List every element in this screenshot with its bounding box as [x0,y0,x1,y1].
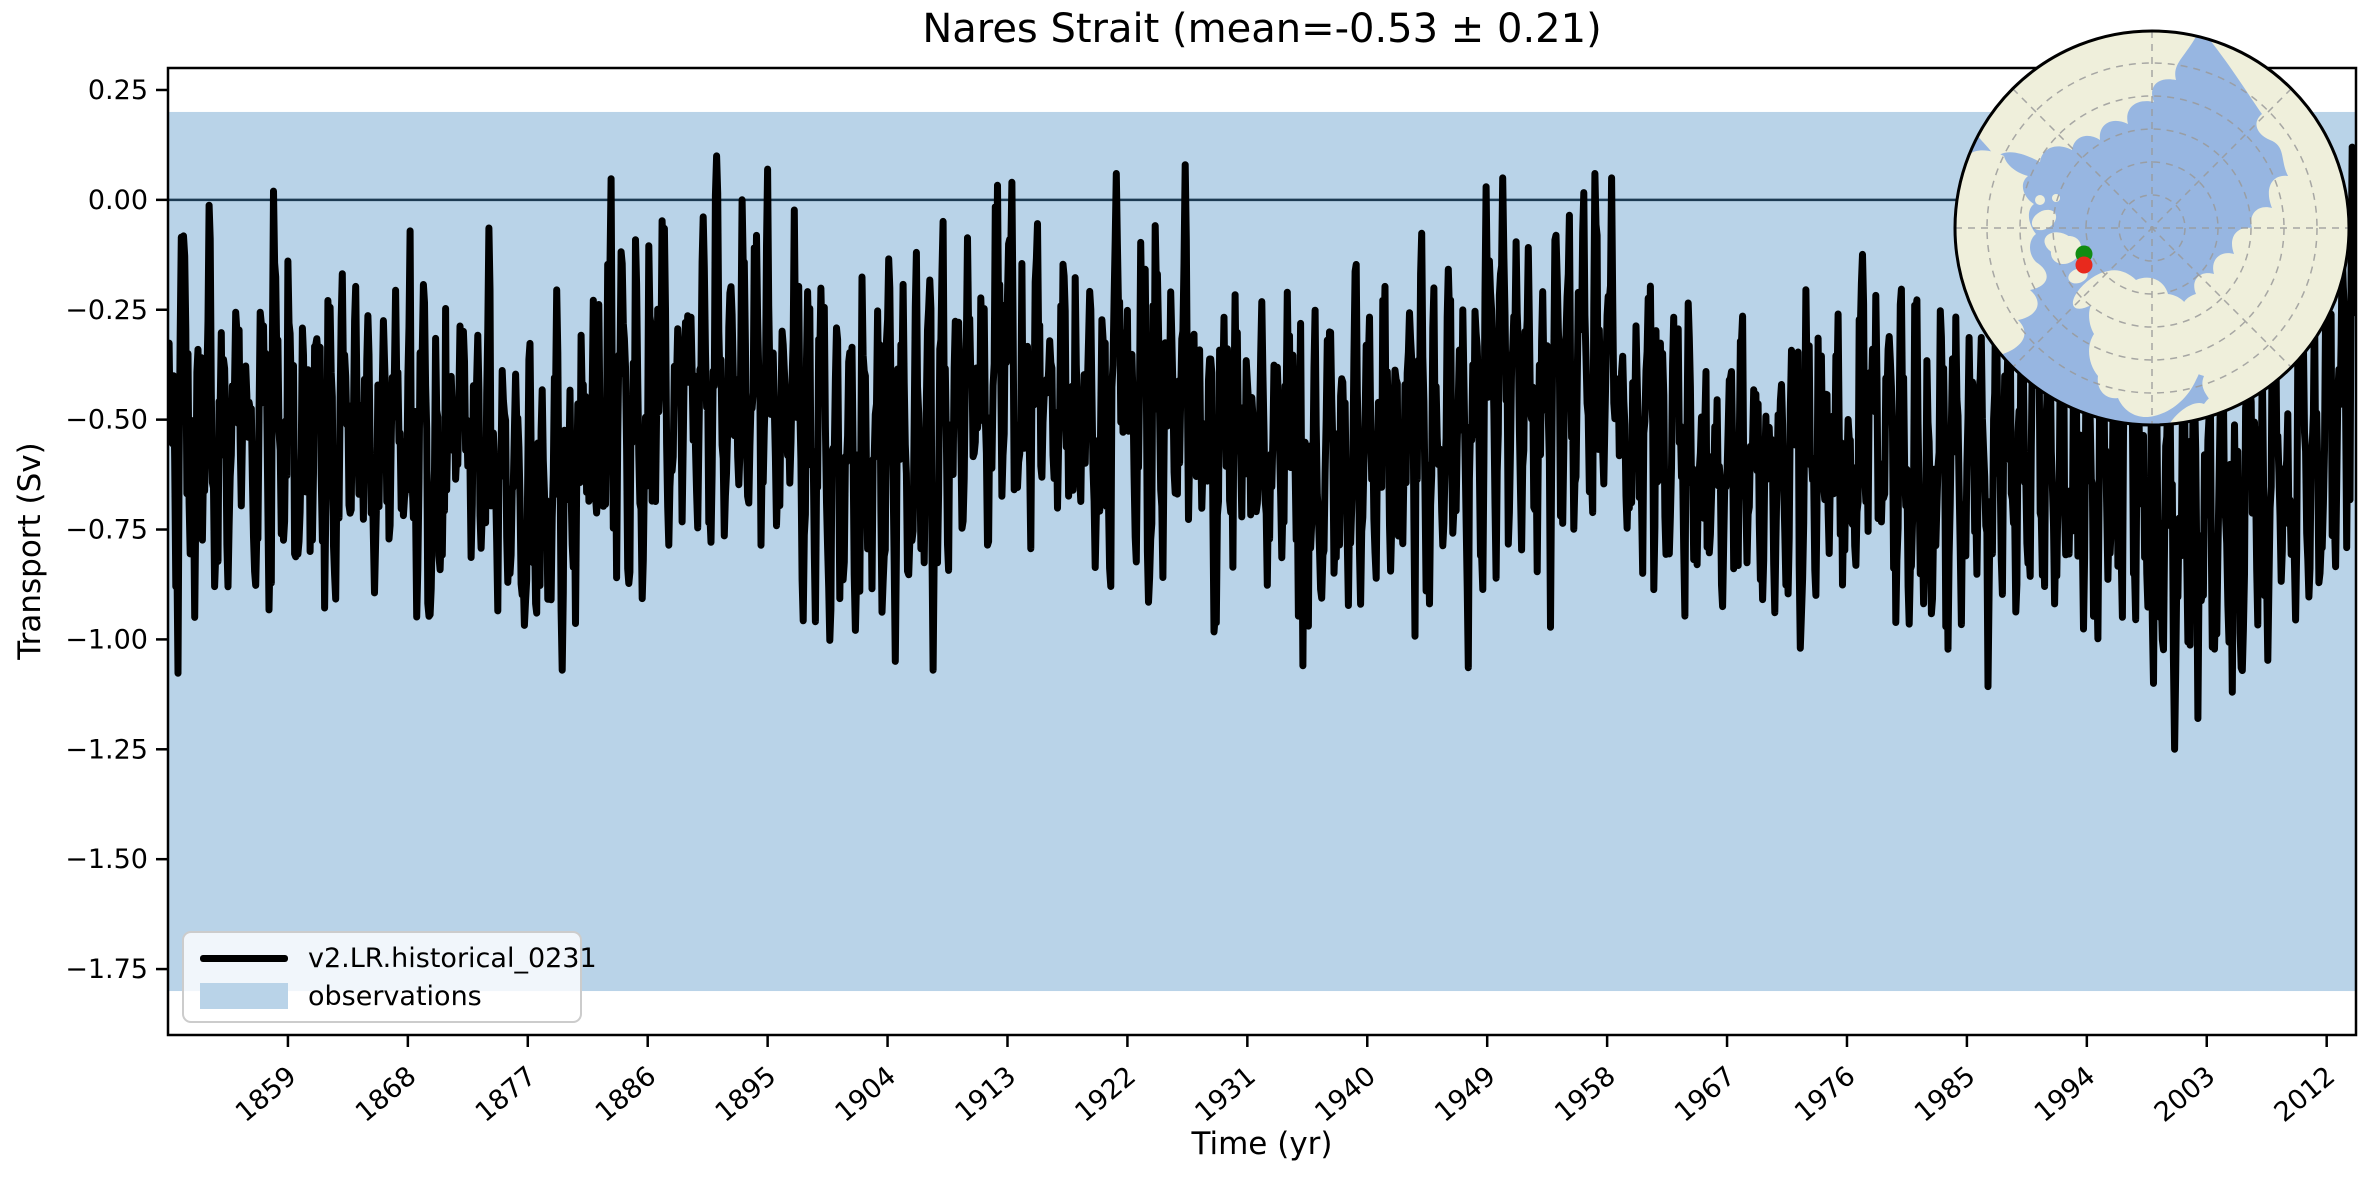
legend-item-model: v2.LR.historical_0231 [200,945,597,972]
legend-label-model: v2.LR.historical_0231 [308,942,597,974]
x-tick-label: 1940 [1309,1061,1382,1129]
y-tick-label: −0.25 [65,295,148,326]
y-tick-label: −0.50 [65,405,148,436]
legend-patch-swatch [200,983,288,1009]
legend-box: v2.LR.historical_0231 observations [182,931,597,1023]
x-tick-label: 1859 [230,1061,303,1129]
x-tick-label: 2003 [2149,1061,2222,1129]
legend-item-observations: observations [200,983,564,1010]
y-tick-label: 0.25 [88,75,148,106]
x-tick-label: 1868 [350,1061,423,1129]
y-axis-label: Transport (Sv) [12,442,48,660]
x-tick-label: 1931 [1189,1061,1262,1129]
legend-line-swatch [200,954,288,962]
y-tick-label: −1.00 [65,624,148,655]
map-land [1955,31,2349,425]
chart-title: Nares Strait (mean=-0.53 ± 0.21) [922,6,1602,52]
polar-map-inset [1953,29,2351,427]
x-tick-label: 1922 [1069,1061,1142,1129]
strait-marker-red [2075,256,2093,274]
x-tick-label: 1877 [470,1061,543,1129]
x-tick-label: 1895 [710,1061,783,1129]
model-timeseries-line [168,143,2356,753]
x-tick-label: 1976 [1789,1061,1862,1129]
x-tick-label: 1904 [829,1061,902,1129]
x-tick-label: 1958 [1549,1061,1622,1129]
y-tick-label: −1.25 [65,734,148,765]
x-axis-label: Time (yr) [1191,1126,1333,1162]
x-tick-label: 1913 [949,1061,1022,1129]
axes-spines [166,66,2358,1037]
x-tick-label: 1949 [1429,1061,1502,1129]
y-tick-label: −1.50 [65,844,148,875]
y-tick-label: −1.75 [65,954,148,985]
map-graticule [1955,31,2349,425]
x-tick-label: 1967 [1669,1061,1742,1129]
x-tick-label: 1985 [1909,1061,1982,1129]
x-tick-label: 1994 [2029,1061,2102,1129]
map-border [1953,29,2351,427]
x-tick-label: 2012 [2269,1061,2342,1129]
legend-label-observations: observations [308,980,482,1012]
y-tick-label: 0.00 [88,185,148,216]
y-tick-label: −0.75 [65,515,148,546]
x-tick-label: 1886 [590,1061,663,1129]
